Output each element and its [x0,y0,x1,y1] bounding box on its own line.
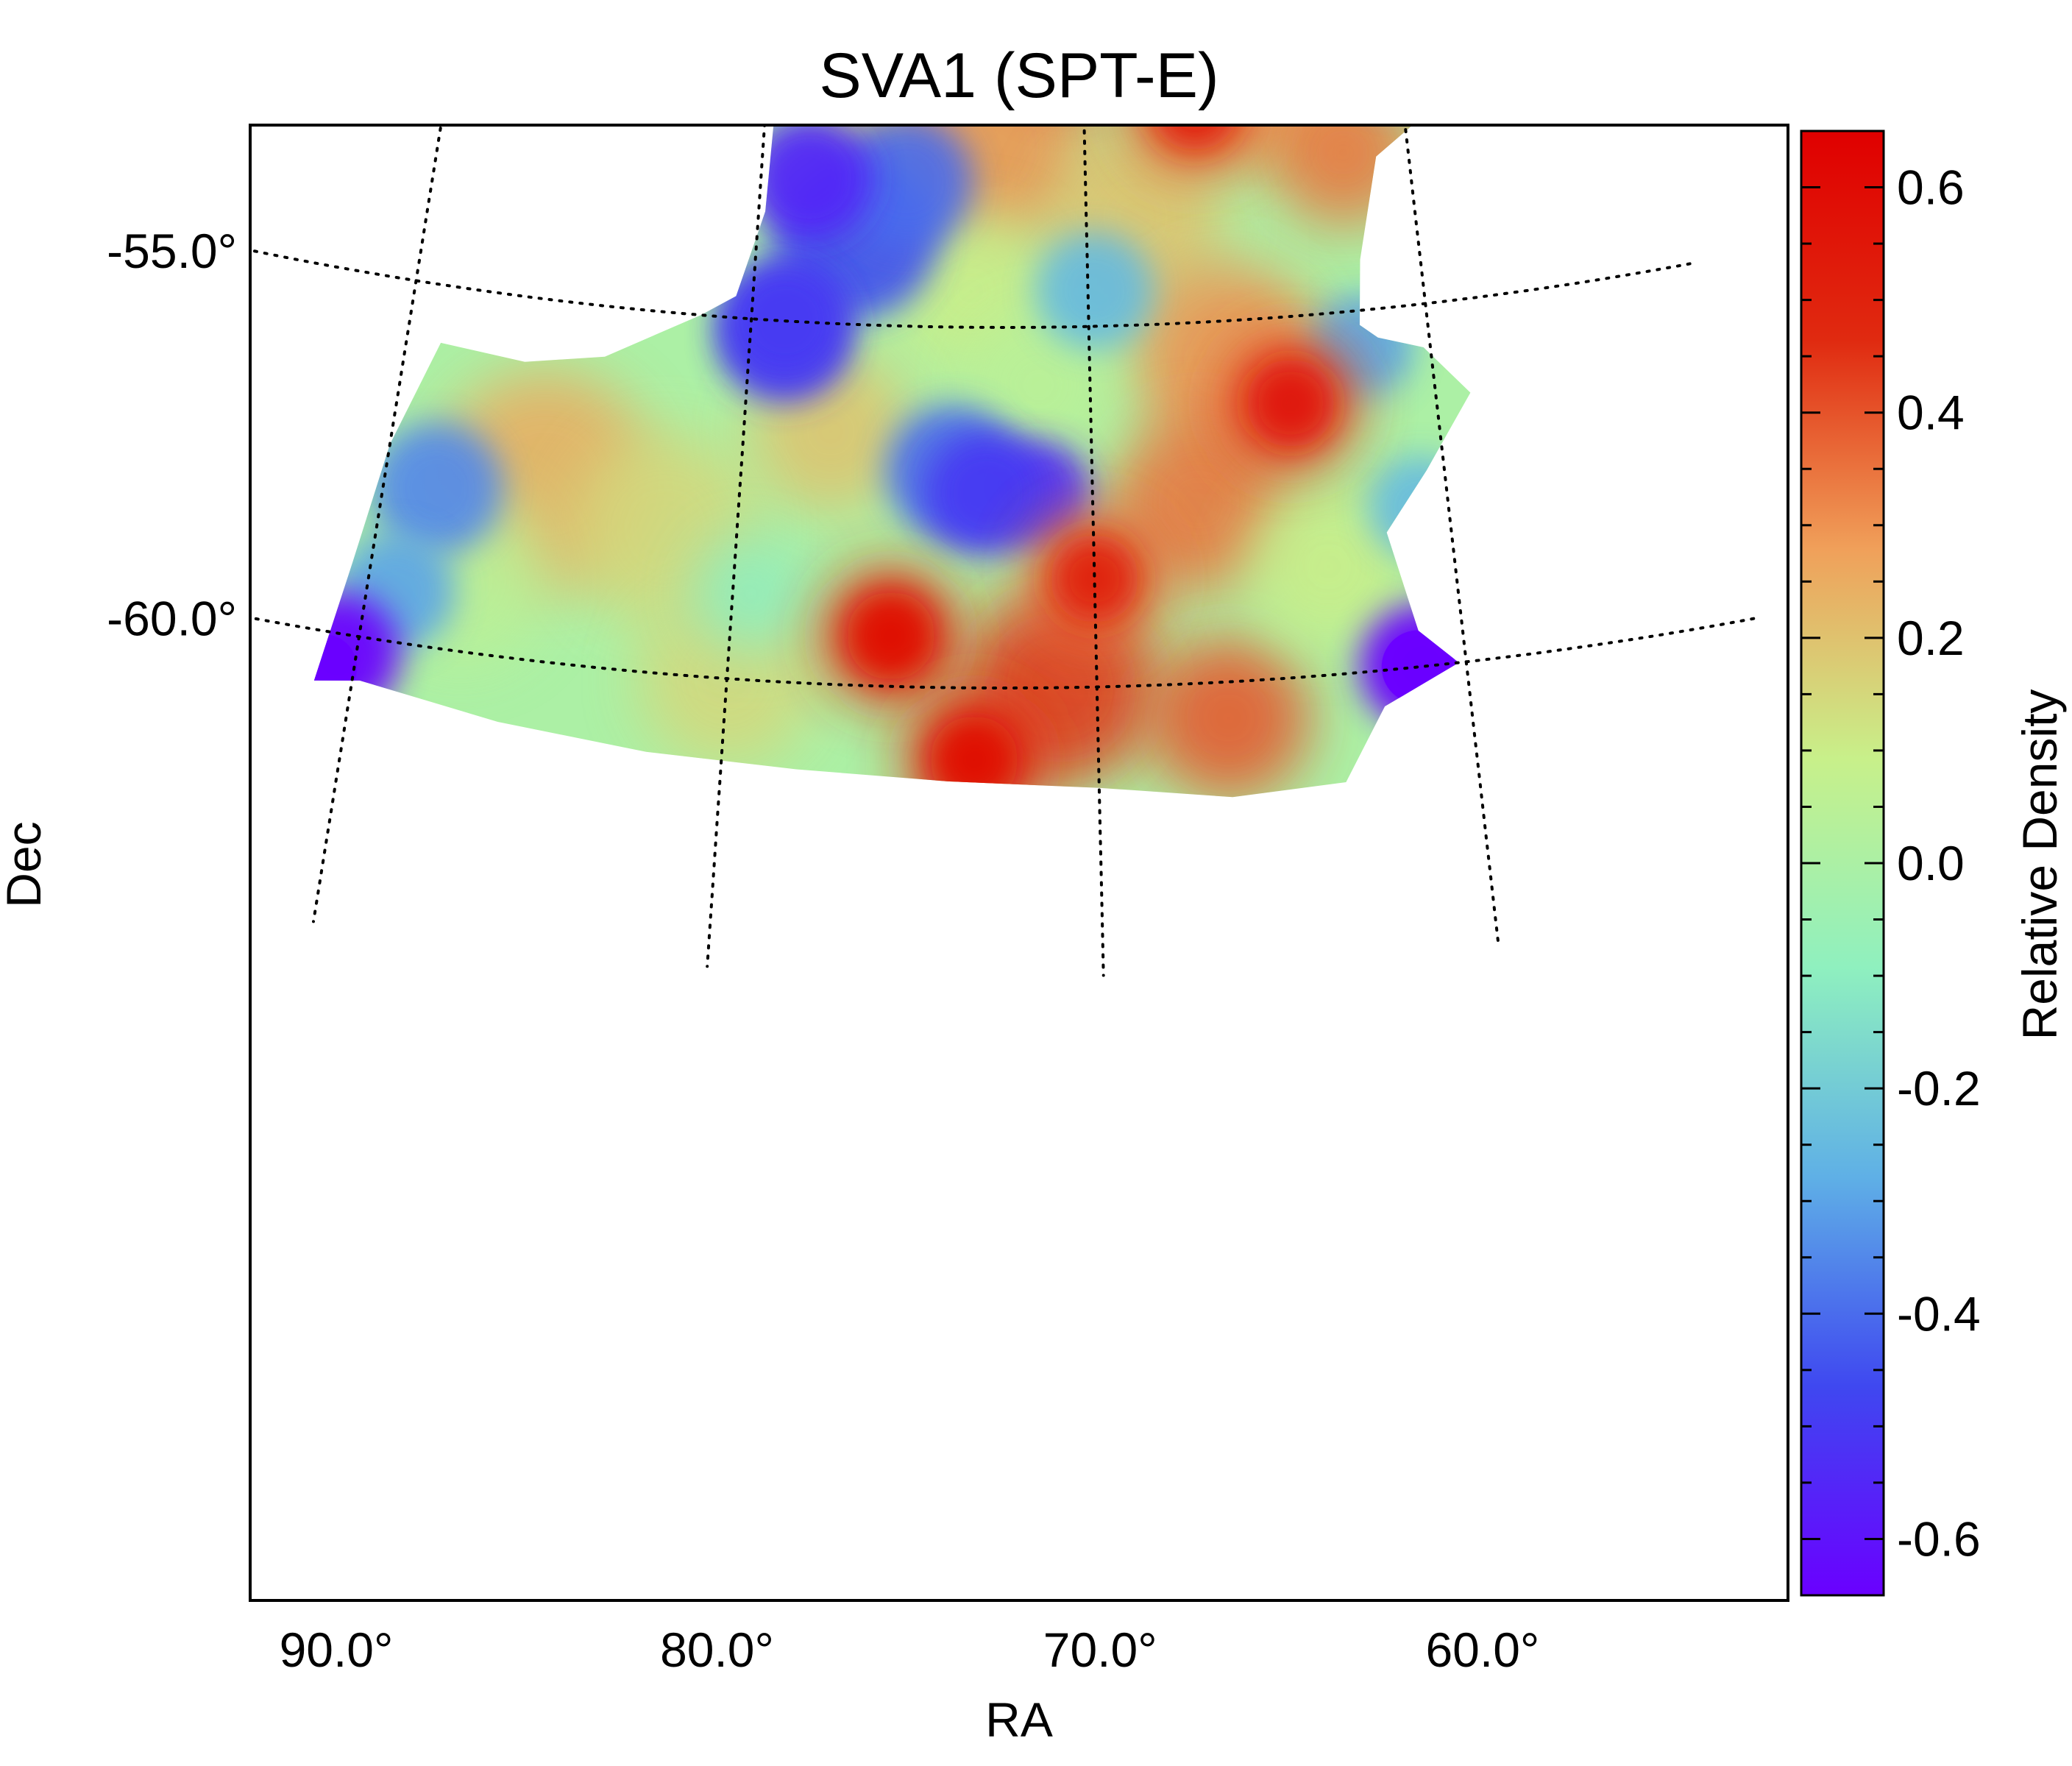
colorbar-tick-label: 0.4 [1897,386,1965,440]
x-tick-label: 80.0° [660,1623,774,1677]
y-tick-labels: -45.0°-50.0°-55.0°-60.0° [107,224,237,645]
x-tick-labels: 90.0° 80.0° 70.0° 60.0° [280,1623,1540,1677]
colorbar-label: Relative Density [2012,689,2067,1040]
graticule-ra-line [706,125,767,968]
graticule-dec-line [250,248,1695,330]
density-texture-blob [1147,636,1310,798]
density-texture-blob [692,534,810,653]
high-density-region [1151,125,1240,150]
high-density-region [1246,358,1335,447]
high-density-halo [1125,125,1266,176]
density-texture-blob [1247,486,1410,648]
density-low-blob [370,422,503,555]
colorbar-tick-label: -0.2 [1897,1061,1981,1116]
graticule-ra-line [1082,125,1105,977]
y-axis-label: Dec [0,821,51,907]
x-tick-label: 90.0° [280,1623,394,1677]
colorbar-tick-label: 0.2 [1897,611,1965,665]
density-low-blob [1035,231,1154,350]
colorbar: 0.6 0.4 0.2 0.0 -0.2 -0.4 -0.6 [1800,130,1981,1597]
density-low-blob [1345,1,1448,104]
graticule-dec-line [250,616,1761,690]
colorbar-tick-label: -0.6 [1897,1511,1981,1566]
graticule-ra-line [312,125,443,923]
high-density-region [846,592,935,681]
density-texture-blob [965,311,1113,459]
y-tick-label: -60.0° [107,591,237,645]
graticule-grid [250,125,1761,977]
colorbar-ticks: 0.6 0.4 0.2 0.0 -0.2 -0.4 -0.6 [1801,130,1981,1597]
low-density-region [924,430,1049,556]
y-tick-label: -55.0° [107,224,237,278]
colorbar-tick-label: -0.4 [1897,1286,1981,1341]
colorbar-tick-label: 0.6 [1897,160,1965,215]
chart-title: SVA1 (SPT-E) [819,40,1218,111]
density-low-blob [840,125,973,249]
graticule-ra-line [1403,125,1501,950]
high-density-region [1050,534,1139,623]
x-axis-label: RA [985,1692,1053,1747]
plot-frame-border [249,124,1789,1602]
low-density-region [747,125,873,241]
x-tick-label: 70.0° [1043,1623,1157,1677]
x-tick-label: 60.0° [1425,1623,1539,1677]
colorbar-tick-label: 0.0 [1897,836,1965,890]
